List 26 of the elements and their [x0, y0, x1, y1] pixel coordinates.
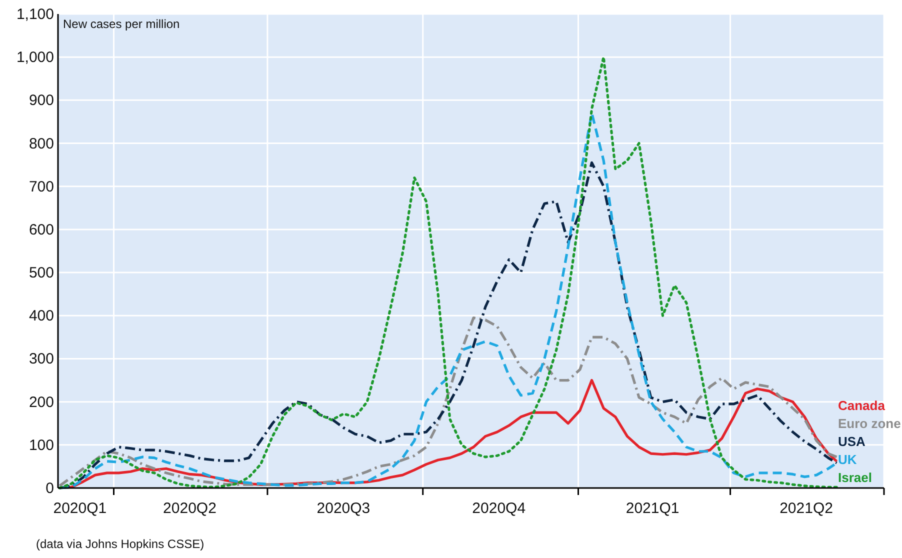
x-tick-label: 2020Q3	[316, 500, 370, 517]
y-tick-label: 1,100	[16, 6, 54, 23]
x-tick-label: 2021Q2	[780, 500, 833, 517]
text: (data via Johns Hopkins CSSE)	[36, 537, 204, 551]
y-tick-label: 900	[28, 92, 54, 110]
series-label: Euro zone	[838, 416, 901, 431]
text: Canada	[838, 398, 886, 413]
y-tick-label: 100	[28, 436, 54, 454]
series-label: Israel	[838, 470, 872, 485]
x-tick-label: 2020Q2	[163, 500, 216, 517]
series-label: USA	[838, 434, 866, 449]
y-tick-label: 600	[28, 221, 54, 238]
y-tick-label: 1,000	[16, 49, 54, 66]
series-label: UK	[838, 452, 858, 467]
y-tick-label: 700	[28, 178, 54, 196]
y-tick-label: 800	[28, 135, 54, 152]
y-tick-label: 400	[28, 308, 54, 325]
y-tick-label: 500	[28, 264, 54, 282]
x-tick-label: 2020Q1	[53, 500, 107, 517]
y-tick-label: 200	[28, 394, 54, 411]
y-axis-title: New cases per million	[63, 17, 180, 31]
x-tick-label: 2021Q1	[626, 500, 680, 517]
y-tick-label: 300	[28, 350, 54, 368]
x-tick-label: 2020Q4	[472, 500, 526, 517]
line-series	[58, 316, 838, 488]
y-tick-label: 0	[46, 480, 54, 497]
